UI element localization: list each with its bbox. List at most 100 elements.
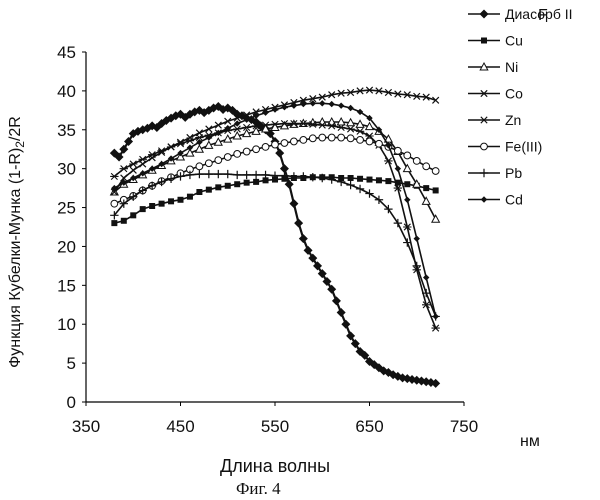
data-point (385, 178, 392, 185)
series-7 (111, 100, 439, 320)
data-point (384, 204, 393, 214)
data-point (299, 172, 308, 181)
data-point (365, 132, 374, 140)
data-point (431, 378, 441, 388)
data-point (327, 284, 337, 294)
data-point (205, 134, 213, 141)
data-point (346, 88, 355, 97)
data-point (251, 122, 261, 130)
data-point (384, 88, 393, 97)
data-point (233, 149, 242, 158)
data-point (303, 245, 313, 255)
data-point (111, 184, 118, 192)
data-point (186, 144, 194, 151)
data-point (215, 184, 222, 191)
y-axis-title-exponent: 2 (13, 141, 27, 148)
data-point (242, 128, 252, 138)
x-axis-title: Длина волны (220, 456, 330, 476)
y-tick-label: 45 (57, 43, 76, 62)
data-point (404, 196, 411, 203)
y-tick-label: 10 (57, 315, 76, 334)
data-point (175, 151, 186, 161)
data-point (119, 165, 128, 173)
data-point (393, 184, 403, 192)
data-point (214, 156, 223, 165)
y-tick-label: 20 (57, 237, 76, 256)
data-point (110, 172, 119, 181)
data-point (328, 91, 336, 99)
data-point (204, 159, 213, 168)
data-point (223, 134, 233, 143)
data-point (186, 193, 193, 200)
data-point (138, 186, 147, 195)
data-point (270, 171, 280, 180)
data-point (423, 274, 430, 281)
data-point (251, 126, 261, 135)
data-point (412, 261, 421, 271)
legend-label: Pb (505, 165, 522, 181)
data-point (299, 135, 308, 144)
data-point (336, 308, 346, 318)
data-point (243, 111, 251, 119)
data-point (299, 119, 308, 128)
data-point (318, 133, 327, 142)
data-point (242, 147, 251, 156)
data-point (404, 181, 411, 188)
data-point (298, 234, 308, 244)
data-point (384, 157, 393, 165)
data-point (336, 116, 346, 126)
legend-label: Cu (505, 33, 523, 49)
data-point (300, 100, 307, 108)
data-point (385, 142, 392, 149)
data-point (261, 142, 270, 151)
data-point (130, 212, 137, 219)
legend-marker (480, 142, 488, 151)
data-point (336, 123, 346, 132)
y-axis-title: Функция Кубелки-Мунка (1-R)2/2R (7, 116, 27, 368)
data-point (375, 139, 383, 148)
data-point (308, 173, 317, 182)
y-axis-title-main: Функция Кубелки-Мунка (1-R) (7, 148, 24, 368)
data-point (275, 148, 285, 158)
data-point (168, 198, 175, 205)
data-point (158, 160, 165, 168)
data-point (413, 92, 421, 100)
data-point (394, 165, 402, 172)
x-tick-label: 750 (450, 417, 478, 436)
data-point (317, 269, 327, 279)
legend-label: Co (505, 86, 523, 102)
data-point (157, 147, 166, 155)
data-point (253, 178, 260, 185)
data-point (213, 137, 223, 146)
data-point (260, 123, 271, 133)
legend-marker (480, 196, 488, 203)
data-point (346, 134, 355, 143)
data-point (195, 133, 204, 142)
data-point (204, 140, 214, 149)
y-tick-label: 40 (57, 82, 76, 101)
data-point (432, 96, 440, 104)
data-point (262, 177, 269, 184)
data-point (327, 133, 336, 142)
data-point (412, 156, 421, 165)
data-point (261, 170, 270, 180)
data-point (289, 119, 299, 128)
data-point (375, 87, 383, 95)
data-point (366, 114, 373, 122)
data-point (364, 121, 375, 131)
data-point (142, 123, 152, 133)
legend-item-2: Ni (468, 59, 518, 75)
x-tick-label: 350 (72, 417, 100, 436)
legend-item-4: Zn (468, 112, 521, 128)
legend-marker (479, 168, 489, 178)
data-point (337, 102, 345, 109)
data-point (318, 173, 327, 183)
data-point (242, 123, 251, 132)
data-point (176, 140, 185, 148)
data-point (214, 121, 222, 129)
y-tick-label: 30 (57, 160, 76, 179)
data-point (120, 174, 128, 182)
legend-marker (479, 116, 489, 124)
data-point (157, 177, 166, 187)
